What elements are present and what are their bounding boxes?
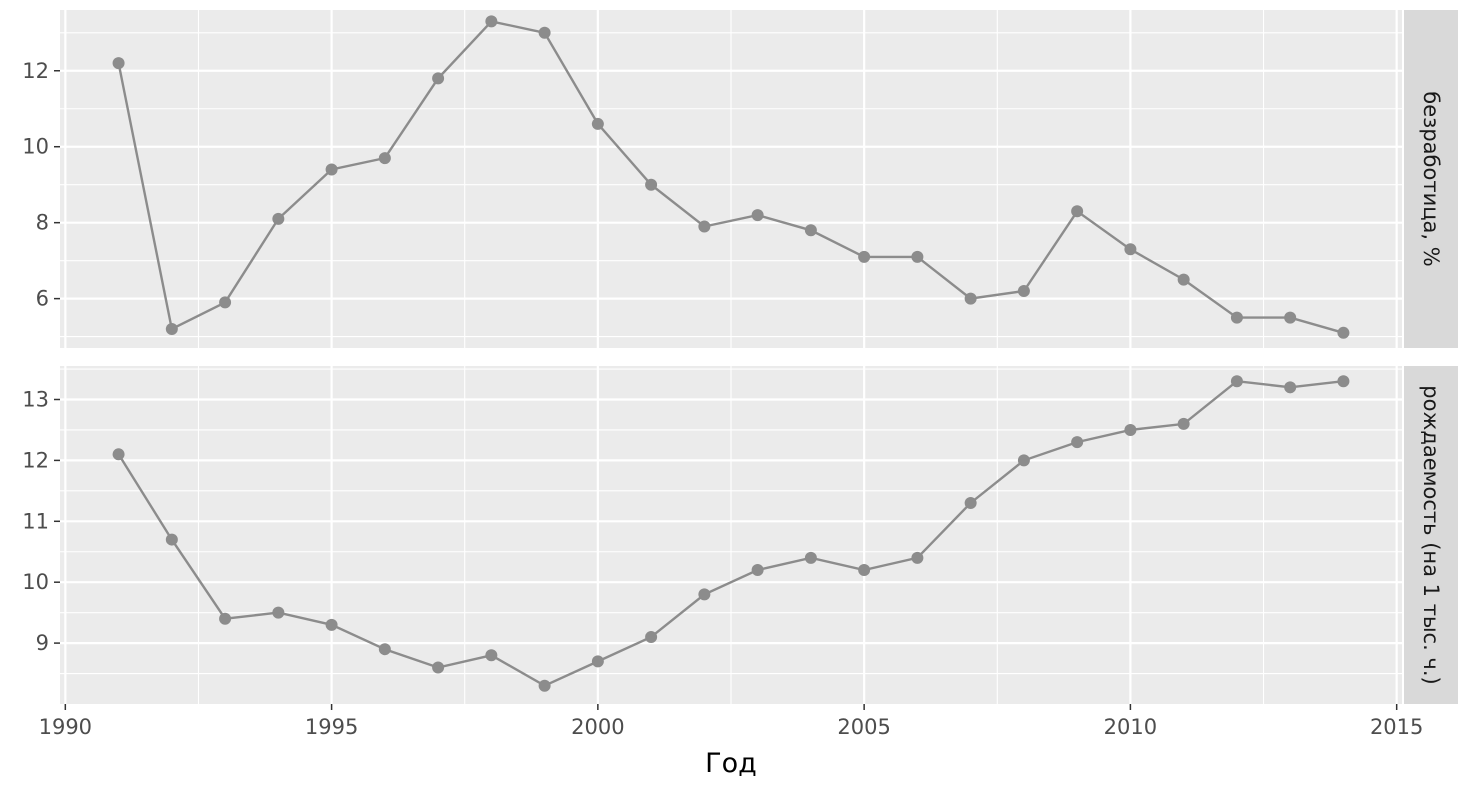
data-point xyxy=(804,224,817,237)
data-point xyxy=(964,497,977,510)
x-axis-title: Год xyxy=(705,748,757,779)
y-tick-label: 13 xyxy=(22,387,49,411)
data-point xyxy=(112,57,125,70)
data-point xyxy=(272,606,285,619)
data-point xyxy=(1177,273,1190,286)
data-point xyxy=(1177,417,1190,430)
y-tick-label: 9 xyxy=(36,631,49,655)
facet-panel-1: 6 8 10 12 безработица, % xyxy=(22,10,1458,348)
data-point xyxy=(112,448,125,461)
data-point xyxy=(219,612,232,625)
y-tick-label: 12 xyxy=(22,59,49,83)
data-point xyxy=(1071,436,1084,449)
data-point xyxy=(591,117,604,130)
data-point xyxy=(1284,381,1297,394)
series-line xyxy=(117,379,1344,688)
data-point xyxy=(325,163,338,176)
data-point xyxy=(538,679,551,692)
data-point xyxy=(1071,205,1084,218)
facet-strip xyxy=(1404,10,1458,348)
data-point xyxy=(378,643,391,656)
y-tick-label: 10 xyxy=(22,570,49,594)
data-point xyxy=(858,564,871,577)
data-point xyxy=(1124,423,1137,436)
data-point xyxy=(645,631,658,644)
x-tick-label: 1990 xyxy=(39,715,92,739)
data-point xyxy=(165,323,178,336)
data-point xyxy=(219,296,232,309)
data-point xyxy=(1017,454,1030,467)
data-point xyxy=(698,220,711,233)
data-point xyxy=(485,15,498,28)
data-point xyxy=(591,655,604,668)
data-point xyxy=(751,564,764,577)
data-point xyxy=(1230,375,1243,388)
x-tick-label: 1995 xyxy=(305,715,358,739)
y-tick-label: 10 xyxy=(22,135,49,159)
panels: 6 8 10 12 безработица, % 9 10 11 12 13 рождаемость… xyxy=(22,10,1458,704)
data-point xyxy=(911,551,924,564)
x-tick-label: 2005 xyxy=(837,715,890,739)
data-point xyxy=(858,250,871,263)
facet-panel-2: 9 10 11 12 13 рождаемость (на 1 тыс. ч.) xyxy=(22,366,1458,704)
data-point xyxy=(1284,311,1297,324)
y-tick-label: 11 xyxy=(22,509,49,533)
data-point xyxy=(1337,326,1350,339)
data-point xyxy=(1124,243,1137,256)
x-tick-label: 2000 xyxy=(571,715,624,739)
facet-strip xyxy=(1404,366,1458,704)
y-tick-label: 6 xyxy=(36,287,49,311)
x-tick-label: 2015 xyxy=(1370,715,1423,739)
facet-strip-label: безработица, % xyxy=(1419,91,1443,266)
data-point xyxy=(325,618,338,631)
data-point xyxy=(165,533,178,546)
facet-strip-label: рождаемость (на 1 тыс. ч.) xyxy=(1419,385,1443,684)
data-point xyxy=(432,72,445,85)
data-point xyxy=(538,26,551,39)
data-point xyxy=(698,588,711,601)
data-point xyxy=(964,292,977,305)
data-point xyxy=(751,209,764,222)
data-point xyxy=(1230,311,1243,324)
data-point xyxy=(645,178,658,191)
data-point xyxy=(485,649,498,662)
series-line xyxy=(117,20,1344,334)
x-axis: 1990 1995 2000 2005 2010 2015 xyxy=(39,704,1423,739)
y-tick-label: 12 xyxy=(22,448,49,472)
data-point xyxy=(272,212,285,225)
data-point xyxy=(1017,285,1030,298)
data-point xyxy=(378,152,391,165)
y-tick-label: 8 xyxy=(36,211,49,235)
data-point xyxy=(804,551,817,564)
data-point xyxy=(1337,375,1350,388)
data-point xyxy=(911,250,924,263)
data-point xyxy=(432,661,445,674)
x-tick-label: 2010 xyxy=(1104,715,1157,739)
